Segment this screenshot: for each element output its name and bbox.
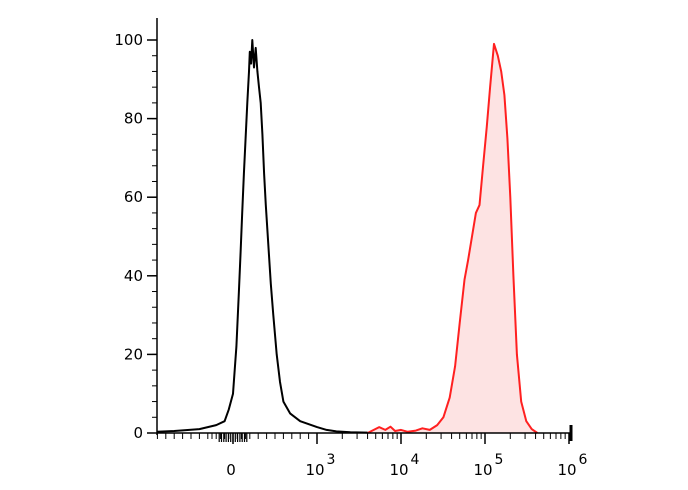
y-tick-label: 20: [124, 345, 143, 363]
x-tick-exponent: 3: [327, 452, 336, 468]
y-tick-label: 0: [133, 424, 143, 442]
x-tick-label: 10: [305, 461, 324, 479]
x-tick-label: 10: [389, 461, 408, 479]
y-tick-label: 60: [124, 188, 143, 206]
series-layer: [156, 39, 538, 434]
series-0-line: [156, 39, 368, 434]
y-tick-label: 100: [114, 31, 143, 49]
x-tick-exponent: 4: [411, 452, 420, 468]
series-1-line: [367, 42, 538, 434]
x-tick-label: 0: [226, 461, 236, 479]
y-tick-label: 80: [124, 110, 143, 128]
x-tick-label: 10: [473, 461, 492, 479]
y-tick-label: 40: [124, 267, 143, 285]
x-tick-label: 10: [557, 461, 576, 479]
x-tick-exponent: 5: [495, 452, 504, 468]
x-tick-exponent: 6: [579, 452, 588, 468]
series-1-fill: [367, 43, 538, 434]
